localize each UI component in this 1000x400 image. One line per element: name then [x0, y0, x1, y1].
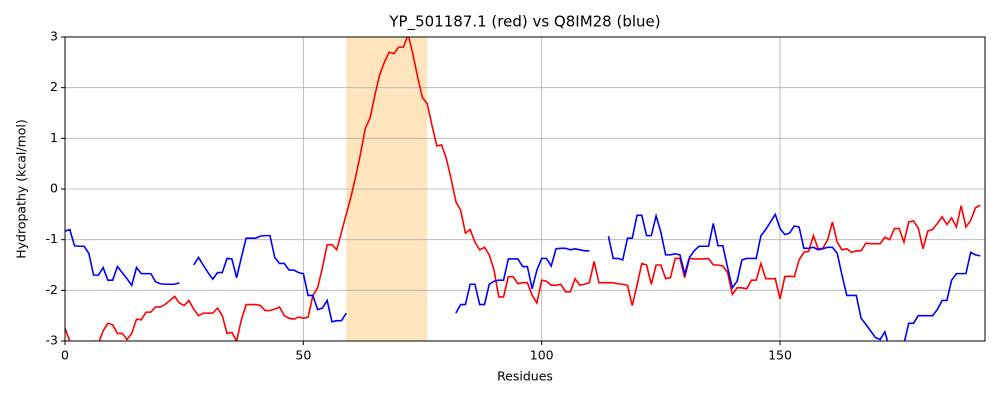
plot-area: 0 50 100 150 -3 -2 -1 0 1 2 3 [46, 29, 986, 363]
x-tick-label: 100 [530, 348, 554, 363]
y-tick-label: 0 [50, 181, 58, 196]
x-axis-label: Residues [497, 369, 553, 384]
y-axis-label: Hydropathy (kcal/mol) [14, 119, 29, 259]
y-tick-label: -3 [46, 333, 58, 348]
y-tick-label: -1 [46, 231, 58, 246]
y-tick-label: -2 [46, 282, 58, 297]
x-tick-label: 150 [768, 348, 792, 363]
y-tick-label: 1 [50, 130, 58, 145]
plot-frame [64, 36, 986, 342]
y-tick-label: 3 [50, 29, 58, 44]
data-line [65, 212, 981, 341]
y-tick-label: 2 [50, 79, 58, 94]
x-tick-label: 0 [61, 348, 69, 363]
x-tick-label: 50 [295, 348, 311, 363]
chart-title: YP_501187.1 (red) vs Q8IM28 (blue) [388, 13, 660, 32]
data-line [65, 37, 981, 341]
